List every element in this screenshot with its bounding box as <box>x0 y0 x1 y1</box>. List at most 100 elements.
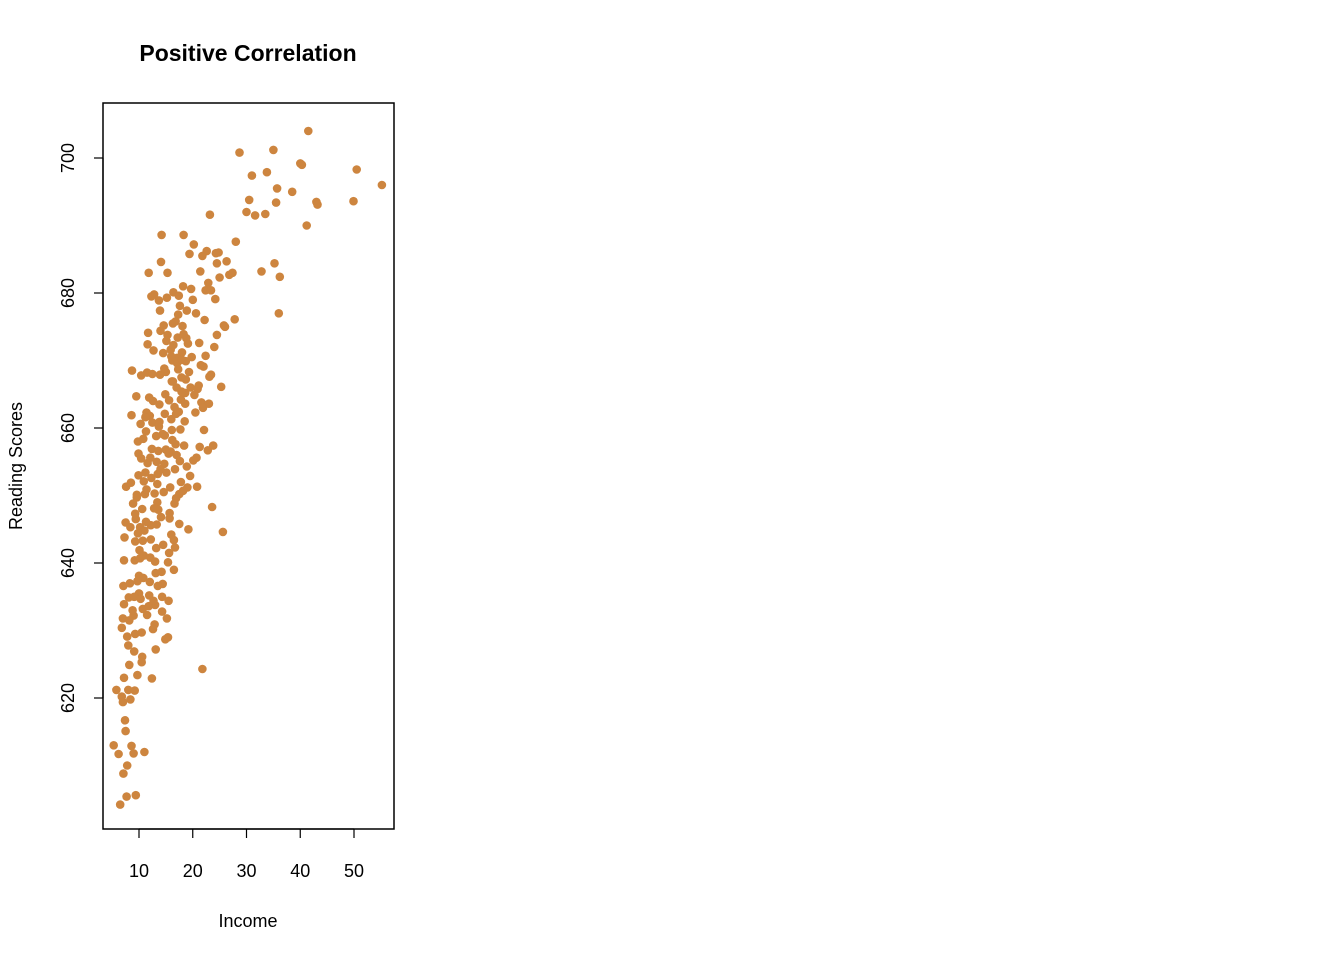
data-point <box>198 403 208 413</box>
data-point <box>190 390 199 400</box>
data-point <box>156 257 166 267</box>
data-point <box>206 286 216 295</box>
data-point <box>119 673 129 683</box>
data-point <box>150 557 160 566</box>
data-point <box>187 352 196 362</box>
x-tick-label: 30 <box>236 861 256 881</box>
data-point <box>157 592 167 602</box>
data-point <box>186 383 195 392</box>
data-point <box>218 527 228 537</box>
data-point <box>119 581 128 591</box>
data-point <box>158 429 167 439</box>
data-point <box>178 282 188 291</box>
data-point <box>125 660 134 670</box>
data-point <box>148 369 157 379</box>
data-point <box>262 167 272 177</box>
data-point <box>191 408 200 417</box>
data-point <box>167 352 176 361</box>
data-point <box>155 417 164 427</box>
data-point <box>118 697 128 707</box>
data-point <box>269 145 278 155</box>
data-point <box>196 267 205 276</box>
data-point <box>168 377 178 386</box>
data-point <box>174 291 184 301</box>
data-point <box>130 509 140 518</box>
data-point <box>165 483 175 492</box>
data-point <box>137 504 147 514</box>
data-point <box>287 187 297 197</box>
data-point <box>130 629 140 639</box>
data-point <box>147 473 156 483</box>
data-point <box>142 485 151 494</box>
data-point <box>242 207 251 217</box>
data-point <box>302 221 312 230</box>
data-point <box>122 632 132 641</box>
data-point <box>162 293 172 303</box>
data-point <box>157 607 167 616</box>
y-axis: 620 640 660 680 700 <box>58 143 104 713</box>
data-point <box>210 342 219 352</box>
data-point <box>257 267 266 276</box>
data-point <box>184 525 193 534</box>
data-point <box>177 355 187 365</box>
data-point <box>127 741 136 751</box>
data-point <box>183 339 193 348</box>
data-point <box>141 412 150 422</box>
data-point <box>189 240 199 249</box>
data-point <box>146 453 155 463</box>
data-point <box>151 543 161 553</box>
data-point <box>164 596 173 606</box>
data-point <box>185 471 195 481</box>
data-point <box>141 517 151 527</box>
data-point <box>169 340 178 350</box>
data-point <box>164 548 174 558</box>
data-point <box>159 487 168 497</box>
data-point <box>129 749 138 758</box>
data-point <box>191 309 201 318</box>
data-point <box>124 685 133 695</box>
data-point <box>120 716 130 725</box>
data-point <box>171 317 180 326</box>
data-point <box>352 165 362 174</box>
data-point <box>112 685 121 695</box>
data-point <box>139 434 148 444</box>
data-point <box>122 792 131 801</box>
data-point <box>157 230 166 240</box>
data-point <box>129 647 139 656</box>
data-point <box>195 442 204 452</box>
data-point <box>125 579 135 588</box>
data-point <box>158 540 168 550</box>
data-point <box>162 468 171 477</box>
data-point <box>136 454 146 463</box>
data-point <box>261 209 270 219</box>
data-point <box>163 558 173 567</box>
data-point <box>149 346 158 355</box>
data-point <box>138 536 148 545</box>
data-point <box>136 594 145 604</box>
data-point <box>169 565 179 575</box>
data-point <box>271 198 281 207</box>
data-point <box>139 477 149 486</box>
data-point <box>231 237 241 246</box>
data-point <box>132 392 141 401</box>
data-point <box>132 490 142 500</box>
data-point <box>126 695 135 704</box>
data-point <box>163 268 172 278</box>
data-point <box>126 522 135 532</box>
data-point <box>212 330 222 340</box>
data-point <box>170 464 180 474</box>
data-point <box>130 537 140 546</box>
x-axis: 10 20 30 40 50 <box>129 828 364 881</box>
data-point <box>133 529 143 538</box>
data-point <box>136 419 145 429</box>
data-point <box>114 749 123 759</box>
data-point <box>157 567 166 577</box>
x-axis-label: Income <box>218 911 277 931</box>
data-point <box>122 761 132 770</box>
data-point <box>205 372 214 382</box>
data-point <box>144 268 153 278</box>
data-point <box>235 148 244 157</box>
x-tick-label: 10 <box>129 861 149 881</box>
data-point <box>150 489 159 498</box>
data-point <box>184 367 194 377</box>
